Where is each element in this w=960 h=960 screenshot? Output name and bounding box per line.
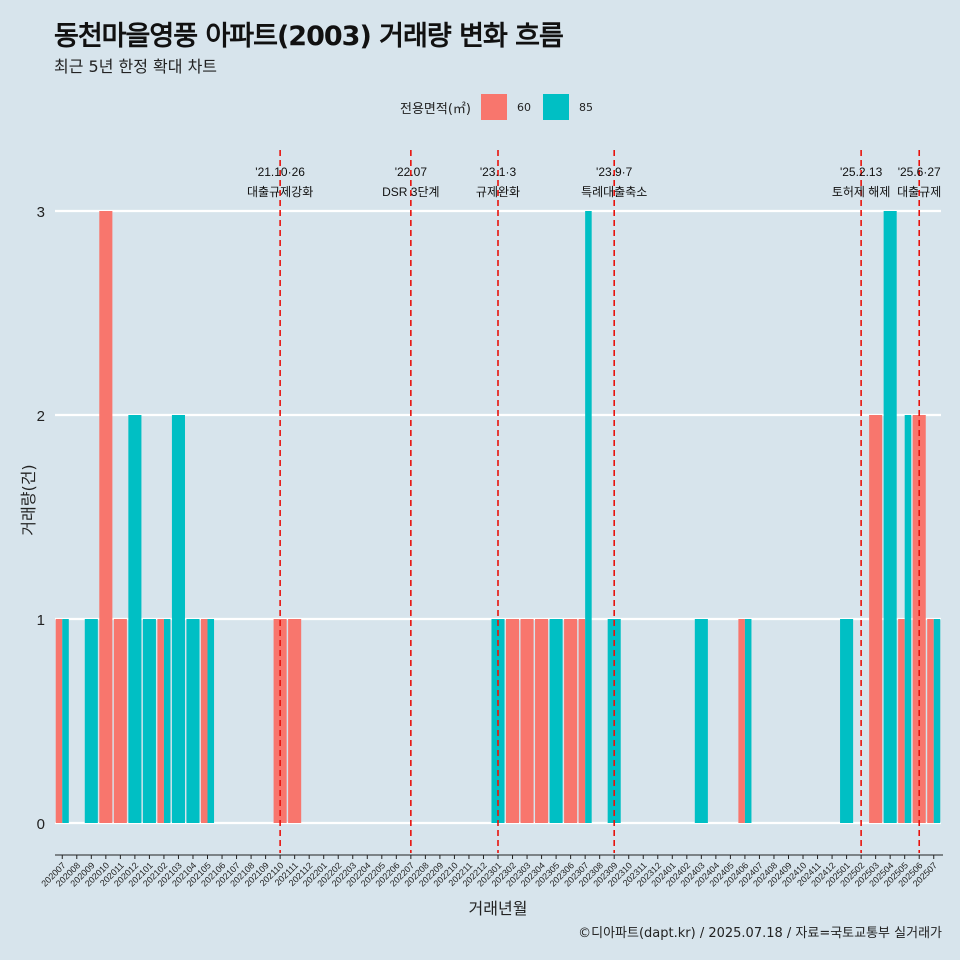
bar-85-202505 xyxy=(904,415,912,823)
bar-85-202012 xyxy=(128,415,142,823)
bar-85-202105 xyxy=(207,619,215,823)
bar-60-202306 xyxy=(564,619,578,823)
bar-60-202011 xyxy=(113,619,127,823)
event-date-label: '21.10·26 xyxy=(255,165,305,179)
event-name-label: 규제완화 xyxy=(476,185,520,199)
legend-label-60: 60 xyxy=(516,100,531,114)
event-name-label: 토허제 해제 xyxy=(832,185,891,199)
event-name-label: 특례대출축소 xyxy=(581,185,647,199)
event-name-label: 대출규제강화 xyxy=(247,185,313,199)
legend-key-85 xyxy=(542,94,569,120)
legend-label-85: 85 xyxy=(578,100,593,114)
event-date-label: '25.6·27 xyxy=(898,165,941,179)
legend: 전용면적(㎡) 60 85 xyxy=(400,94,605,120)
bar-60-202503 xyxy=(869,415,883,823)
event-date-label: '22.07 xyxy=(395,165,428,179)
y-tick-label: 3 xyxy=(37,204,45,221)
bar-60-202507 xyxy=(927,619,934,823)
event-name-label: 대출규제 xyxy=(897,185,941,199)
bar-85-202501 xyxy=(840,619,854,823)
bar-85-202009 xyxy=(84,619,98,823)
bar-85-202103 xyxy=(171,415,185,823)
bar-85-202507 xyxy=(933,619,941,823)
x-axis-title: 거래년월 xyxy=(469,899,528,918)
bar-60-202307 xyxy=(578,619,586,823)
bar-60-202007 xyxy=(55,619,63,823)
bar-85-202101 xyxy=(142,619,156,823)
bar-85-202007 xyxy=(62,619,69,823)
legend-key-60 xyxy=(480,94,507,120)
chart-subtitle: 최근 5년 한정 확대 차트 xyxy=(54,57,218,76)
bar-85-202504 xyxy=(883,211,897,823)
bar-60-202102 xyxy=(157,619,164,823)
bar-85-202403 xyxy=(694,619,708,823)
bar-85-202104 xyxy=(186,619,200,823)
bar-85-202406 xyxy=(744,619,752,823)
event-name-label: DSR 3단계 xyxy=(382,185,439,199)
event-date-label: '23.1·3 xyxy=(480,165,517,179)
bar-85-202307 xyxy=(585,211,592,823)
event-date-label: '23.9·7 xyxy=(596,165,633,179)
bar-60-202505 xyxy=(898,619,905,823)
bar-85-202102 xyxy=(163,619,171,823)
y-tick-label: 2 xyxy=(37,408,45,425)
legend-title: 전용면적(㎡) xyxy=(400,101,471,117)
bar-60-202304 xyxy=(535,619,549,823)
bar-60-202302 xyxy=(505,619,520,823)
bar-60-202406 xyxy=(738,619,745,823)
y-axis-title: 거래량(건) xyxy=(19,464,38,535)
bar-60-202010 xyxy=(99,211,113,823)
bar-85-202305 xyxy=(549,619,563,823)
bar-60-202105 xyxy=(200,619,208,823)
bar-60-202303 xyxy=(520,619,534,823)
bar-60-202111 xyxy=(288,619,302,823)
bar-60-202506 xyxy=(912,415,926,823)
y-tick-label: 1 xyxy=(37,612,45,629)
source-caption: ©디아파트(dapt.kr) / 2025.07.18 / 자료=국토교통부 실… xyxy=(578,926,942,941)
chart-title: 동천마을영풍 아파트(2003) 거래량 변화 흐름 xyxy=(54,21,564,52)
y-tick-label: 0 xyxy=(37,816,45,833)
event-date-label: '25.2.13 xyxy=(840,165,883,179)
